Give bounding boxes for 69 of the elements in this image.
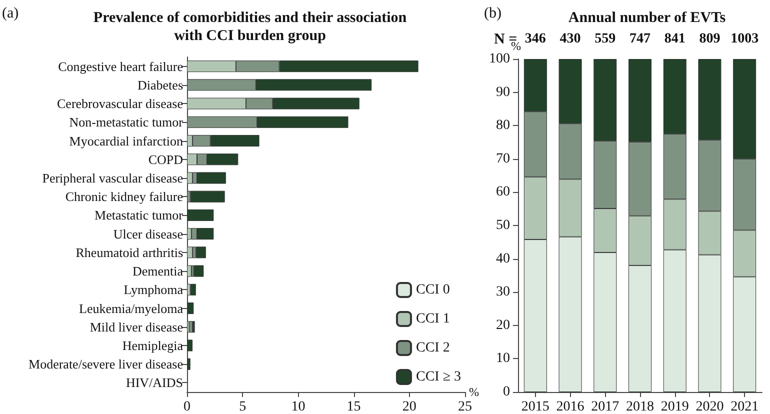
text: 809 bbox=[699, 32, 720, 46]
text: (a) bbox=[2, 6, 19, 22]
x-tick-label: 15 bbox=[346, 400, 361, 414]
y-tick-label: Non-metastatic tumor bbox=[69, 114, 184, 130]
bar bbox=[187, 358, 190, 370]
legend-label: CCI 1 bbox=[416, 312, 450, 326]
bar bbox=[189, 321, 193, 333]
y-tick-label: Metastatic tumor bbox=[94, 208, 184, 223]
y-tick-label: 40 bbox=[496, 251, 510, 266]
y-tick-label: 20 bbox=[496, 318, 510, 333]
y-tick-label: 100 bbox=[489, 52, 510, 66]
x-tick-label: 2020 bbox=[696, 400, 724, 414]
chart-title: Annual number of EVTs bbox=[568, 10, 726, 26]
y-tick-label: Mild liver disease bbox=[90, 319, 184, 334]
y-tick-label: Moderate/severe liver disease bbox=[28, 356, 184, 372]
bar bbox=[187, 265, 192, 277]
bar bbox=[187, 340, 193, 352]
x-tick-label: 2016 bbox=[556, 400, 584, 414]
text: 747 bbox=[630, 32, 650, 46]
x-tick-label: 2018 bbox=[626, 400, 654, 414]
x-tick-label: 25 bbox=[458, 400, 472, 414]
y-tick-label: Hemiplegia bbox=[122, 338, 184, 353]
legend-label: CCI 2 bbox=[416, 340, 450, 356]
x-tick-label: 2021 bbox=[730, 400, 759, 414]
x-tick-label: 5 bbox=[239, 400, 246, 414]
y-tick-label: Leukemia/myeloma bbox=[79, 300, 184, 316]
bar bbox=[187, 172, 193, 184]
text: 430 bbox=[560, 32, 581, 46]
y-tick-label: 0 bbox=[503, 384, 510, 400]
y-tick-label: 10 bbox=[496, 351, 510, 366]
y-tick-label: Congestive heart failure bbox=[58, 58, 184, 74]
text: (b) bbox=[484, 6, 502, 22]
x-axis-title: % bbox=[469, 385, 480, 399]
bar bbox=[187, 246, 193, 258]
bar bbox=[187, 302, 194, 314]
chart-title: Prevalence of comorbidities and their association with CCI burden group bbox=[93, 10, 408, 44]
x-tick-label: 10 bbox=[291, 400, 306, 414]
bar bbox=[196, 246, 206, 258]
x-tick-label: 2015 bbox=[521, 400, 550, 414]
y-tick-label: 70 bbox=[496, 151, 510, 166]
text: 1003 bbox=[730, 32, 759, 46]
bar bbox=[190, 284, 196, 296]
text: 346 bbox=[524, 32, 546, 46]
y-tick-label: Myocardial infarction bbox=[69, 133, 184, 148]
legend-label: CCI ≥ 3 bbox=[416, 370, 462, 384]
y-tick-label: COPD bbox=[148, 152, 183, 167]
y-tick-label: HIV/AIDS bbox=[126, 375, 183, 390]
y-tick-label: 90 bbox=[496, 84, 510, 100]
text: 559 bbox=[594, 32, 616, 46]
y-tick-label: 80 bbox=[496, 118, 510, 134]
y-tick-label: Rheumatoid arthritis bbox=[76, 244, 183, 260]
x-tick-label: 2019 bbox=[660, 400, 689, 414]
y-tick-label: 50 bbox=[496, 218, 510, 233]
y-tick-label: Dementia bbox=[132, 264, 184, 279]
x-tick-label: 2017 bbox=[591, 400, 620, 414]
y-tick-label: Ulcer disease bbox=[113, 226, 184, 242]
x-tick-label: 20 bbox=[402, 400, 416, 414]
y-tick-label: Chronic kidney failure bbox=[65, 189, 184, 204]
y-tick-label: Lymphoma bbox=[124, 282, 184, 298]
y-tick-label: 30 bbox=[496, 284, 510, 300]
legend-label: CCI 0 bbox=[416, 282, 450, 298]
bar bbox=[194, 265, 204, 277]
text: 841 bbox=[664, 32, 686, 46]
y-tick-label: Peripheral vascular disease bbox=[42, 170, 184, 186]
y-tick-label: 60 bbox=[496, 184, 510, 200]
bar bbox=[190, 190, 225, 202]
y-tick-label: Cerebrovascular disease bbox=[57, 96, 184, 112]
y-tick-label: Diabetes bbox=[138, 77, 183, 92]
bar bbox=[187, 209, 214, 221]
